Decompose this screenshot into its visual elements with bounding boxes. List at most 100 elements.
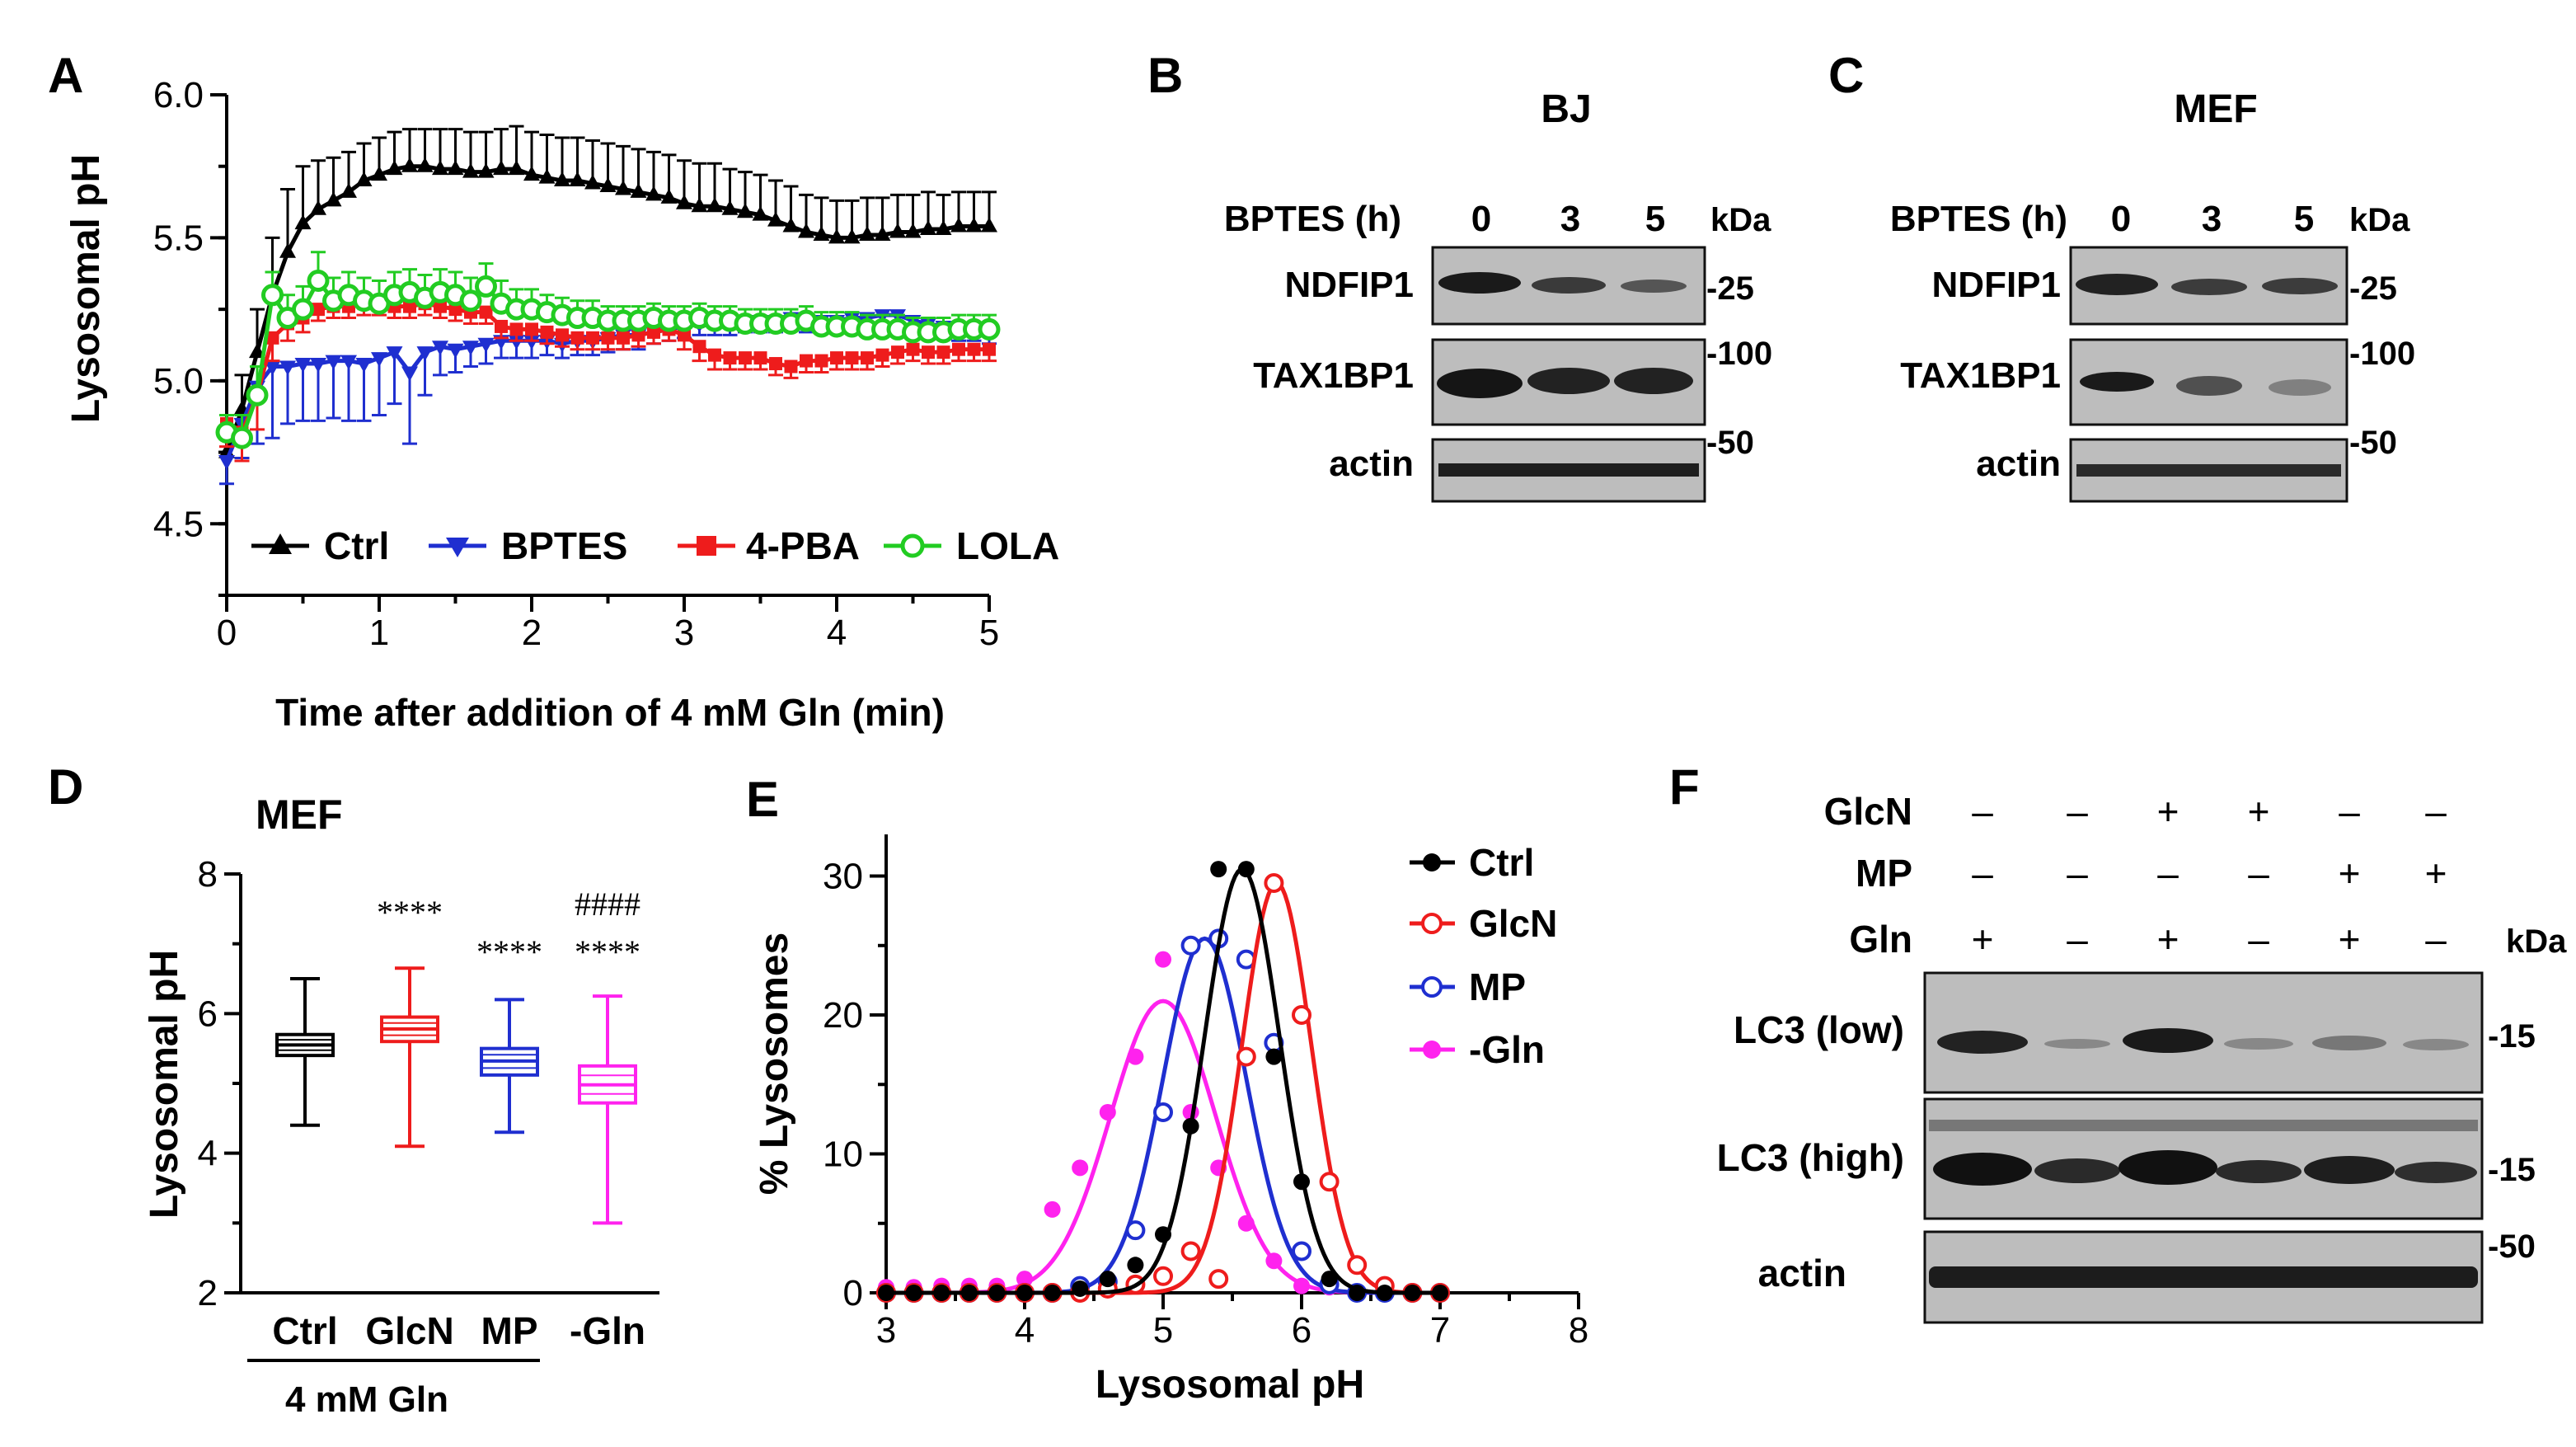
- panel-c-treatment-label: BPTES (h): [1890, 199, 2067, 239]
- panel-f-band-high-1: [1933, 1153, 2032, 1186]
- legend-e-gln-marker: [1423, 1041, 1441, 1059]
- panel-b-time-0: 0: [1471, 199, 1491, 239]
- data-point: [784, 359, 798, 373]
- panel-b-row-ndfip1: NDFIP1: [1285, 265, 1414, 305]
- condition-sign: –: [2067, 790, 2088, 833]
- legend-e-glcn-label: GlcN: [1469, 902, 1557, 945]
- data-point: [830, 351, 843, 365]
- data-point: [371, 352, 387, 368]
- panel-label-e: E: [746, 772, 779, 827]
- data-point: [325, 191, 342, 207]
- data-point: [1180, 1241, 1201, 1261]
- data-point: [1182, 1117, 1199, 1135]
- panel-f-band-high-4: [2216, 1160, 2302, 1183]
- panel-a-ytick-label: 4.5: [153, 504, 204, 544]
- data-point: [1125, 1220, 1146, 1241]
- data-point: [540, 325, 554, 339]
- data-point: [798, 223, 814, 238]
- condition-sign: +: [2157, 918, 2180, 961]
- data-point: [988, 1285, 1006, 1301]
- panel-d-title: MEF: [256, 792, 343, 838]
- data-point: [1153, 1102, 1173, 1122]
- panel-f-band-high-2: [2034, 1158, 2120, 1183]
- panel-b-treatment-label: BPTES (h): [1224, 199, 1401, 239]
- data-point: [475, 275, 497, 298]
- condition-sign: –: [1972, 790, 1993, 833]
- panel-a-xtick-label: 0: [217, 613, 237, 653]
- panel-e-xtick-label: 3: [876, 1310, 896, 1351]
- panel-e-ylabel: % Lysosomes: [753, 933, 796, 1195]
- category-label: GlcN: [365, 1309, 453, 1352]
- condition-sign: +: [2248, 790, 2270, 833]
- panel-e-xtick-label: 6: [1292, 1310, 1311, 1351]
- condition-sign: –: [2425, 918, 2447, 961]
- legend-e-gln-label: -Gln: [1469, 1028, 1545, 1071]
- panel-e-xtick-label: 7: [1430, 1310, 1450, 1351]
- data-point: [952, 342, 965, 356]
- data-point: [495, 319, 508, 333]
- data-point: [723, 351, 737, 365]
- legend-ctrl-marker: [269, 533, 292, 554]
- data-point: [1292, 1005, 1311, 1026]
- data-point: [936, 345, 950, 359]
- panel-d-ylabel: Lysosomal pH: [143, 950, 186, 1219]
- data-point: [599, 176, 617, 192]
- data-point: [904, 223, 922, 238]
- data-point: [935, 220, 952, 236]
- panel-c-row-ndfip1: NDFIP1: [1932, 265, 2061, 305]
- panel-f-marker-50: -50: [2488, 1229, 2536, 1265]
- data-point: [1236, 1046, 1256, 1067]
- panel-b-kda: kDa: [1710, 202, 1771, 238]
- sig-marker: ****: [575, 933, 640, 970]
- panel-f-row-lc3-low: LC3 (low): [1734, 1008, 1904, 1051]
- panel-e-xtick-label: 5: [1153, 1310, 1173, 1351]
- data-point: [586, 331, 599, 345]
- data-point: [967, 342, 981, 356]
- data-point: [477, 337, 495, 353]
- data-point: [1293, 1277, 1310, 1294]
- panel-f-band-low-1: [1937, 1031, 2028, 1054]
- legend-bptes-label: BPTES: [501, 524, 627, 567]
- data-point: [752, 205, 769, 221]
- data-point: [706, 197, 723, 213]
- category-label: -Gln: [570, 1309, 645, 1352]
- legend-4pba-marker: [697, 536, 716, 556]
- data-point: [1376, 1285, 1393, 1301]
- panel-d-ytick-label: 6: [198, 994, 218, 1034]
- data-point: [678, 328, 691, 342]
- data-point: [721, 200, 739, 215]
- data-point: [554, 171, 570, 187]
- legend-e-ctrl-label: Ctrl: [1469, 841, 1534, 884]
- data-point: [265, 331, 279, 345]
- data-point: [432, 341, 448, 356]
- data-point: [739, 351, 752, 365]
- panel-d-group-label: 4 mM Gln: [285, 1379, 448, 1420]
- data-point: [509, 322, 523, 336]
- panel-c-marker-100: -100: [2349, 336, 2415, 372]
- series-ctrl: [218, 124, 997, 458]
- data-point: [523, 166, 540, 181]
- data-point: [1072, 1280, 1089, 1297]
- panel-c-time-3: 3: [2202, 199, 2222, 239]
- data-point: [859, 225, 875, 241]
- data-point: [630, 182, 647, 198]
- category-label: Ctrl: [272, 1309, 337, 1352]
- data-point: [920, 220, 936, 236]
- panel-a-axes: 4.5 5.0 5.5 6.0 0 1 2 3 4 5: [153, 75, 999, 653]
- data-point: [843, 228, 861, 244]
- panel-e-ytick-label: 10: [823, 1135, 863, 1175]
- panel-b-band-ndfip1-3: [1532, 277, 1606, 294]
- condition-sign: –: [2425, 790, 2447, 833]
- data-point: [355, 358, 373, 373]
- data-point: [845, 351, 859, 365]
- data-point: [525, 322, 538, 336]
- panel-f-cond-gln: Gln: [1849, 918, 1912, 961]
- data-point: [960, 1285, 978, 1301]
- data-point: [1432, 1285, 1448, 1301]
- data-point: [933, 1285, 950, 1301]
- panel-a-xlabel: Time after addition of 4 mM Gln (min): [275, 691, 945, 734]
- panel-b-time-3: 3: [1560, 199, 1580, 239]
- data-point: [279, 242, 296, 258]
